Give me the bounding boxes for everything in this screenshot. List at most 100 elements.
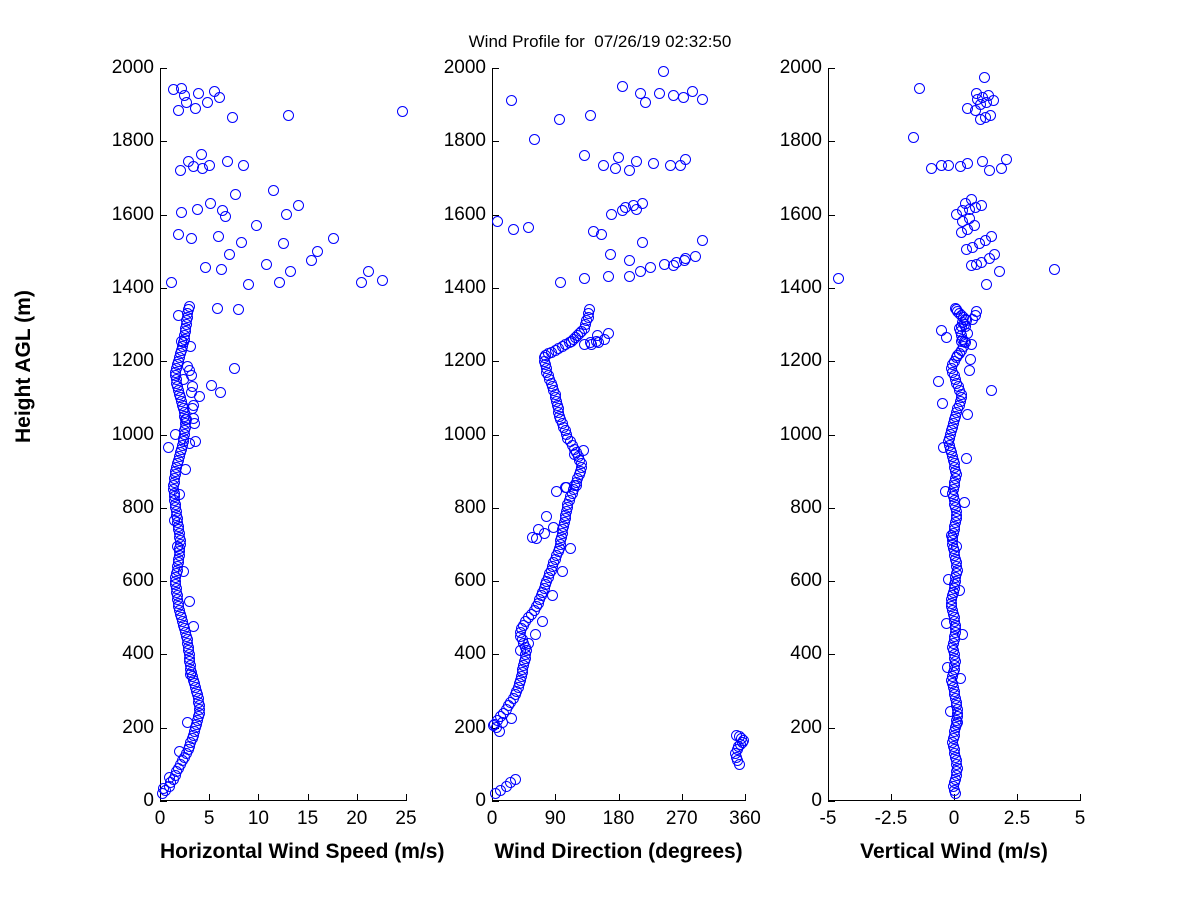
data-point-marker — [173, 104, 185, 116]
data-point-marker — [169, 515, 181, 527]
data-point-marker — [184, 595, 196, 607]
data-point-marker — [278, 238, 290, 250]
data-point-marker — [509, 773, 521, 785]
data-point-marker — [176, 82, 188, 94]
x-tick-mark — [406, 794, 407, 801]
y-tick-label: 1400 — [779, 276, 822, 298]
data-point-marker — [555, 276, 567, 288]
data-point-marker — [657, 66, 669, 78]
plot-area-wind-direction[interactable]: 0 200 400 600 800 1000 1200 1400 1600 1800 2000 — [444, 57, 750, 811]
data-point-marker — [530, 628, 542, 640]
data-point-marker — [962, 157, 974, 169]
data-point-marker — [579, 150, 591, 162]
panel-horizontal-wind-speed: 0 200 400 600 800 1000 1200 1400 1600 1800 2000 Ho… — [112, 57, 445, 863]
data-point-marker — [565, 542, 577, 554]
x-tick-mark — [681, 794, 683, 801]
data-point-marker — [584, 110, 596, 122]
data-point-marker — [945, 529, 957, 541]
data-point-marker — [937, 397, 949, 409]
data-point-marker — [986, 385, 998, 397]
data-point-marker — [233, 304, 245, 316]
y-tick-label: 1000 — [111, 423, 154, 445]
data-point-marker — [993, 265, 1005, 277]
x-tick-label: 15 — [297, 808, 319, 829]
y-tick-mark — [828, 287, 835, 289]
x-axis-line — [160, 800, 406, 801]
data-point-marker — [983, 165, 995, 177]
data-point-marker — [952, 716, 964, 728]
data-point-marker — [914, 82, 926, 94]
data-point-marker — [636, 198, 648, 210]
data-point-marker — [631, 155, 643, 167]
x-tick-label: 90 — [544, 808, 566, 829]
data-point-marker — [283, 110, 295, 122]
data-point-marker — [935, 324, 947, 336]
data-point-marker — [184, 364, 196, 376]
y-tick-mark — [828, 801, 835, 802]
data-point-marker — [579, 273, 591, 285]
x-tick-mark — [307, 794, 309, 801]
data-point-marker — [273, 276, 285, 288]
data-point-marker — [492, 216, 504, 228]
data-point-marker — [506, 95, 518, 107]
data-point-marker — [523, 221, 535, 233]
data-point-marker — [570, 480, 582, 492]
y-tick-mark — [492, 801, 499, 802]
data-point-marker — [182, 716, 194, 728]
y-tick-mark — [492, 141, 499, 143]
data-point-marker — [731, 729, 743, 741]
x-tick-mark — [1017, 794, 1018, 801]
data-point-marker — [191, 203, 203, 215]
y-tick-label: 800 — [122, 496, 154, 518]
data-point-marker — [185, 232, 197, 244]
x-tick-mark — [1080, 794, 1081, 801]
data-point-marker — [697, 93, 709, 105]
data-point-marker — [951, 540, 963, 552]
plot-area-horizontal-wind-speed[interactable]: 0 200 400 600 800 1000 1200 1400 1600 1800 2000 — [112, 57, 408, 811]
data-point-marker — [690, 251, 702, 263]
y-tick-label: 1200 — [111, 350, 154, 372]
panel-vertical-wind: 0 200 400 600 800 1000 1200 1400 1600 1800 2000 Ve… — [780, 57, 1086, 863]
y-tick-label: 1000 — [779, 423, 822, 445]
x-tick-label: 10 — [247, 808, 269, 829]
y-tick-label: 200 — [122, 716, 154, 738]
data-point-marker — [163, 441, 175, 453]
y-tick-mark — [828, 727, 835, 729]
data-point-marker — [285, 265, 297, 277]
data-point-marker — [982, 89, 994, 101]
data-point-marker — [201, 97, 213, 109]
y-tick-label: 2000 — [443, 57, 486, 78]
data-point-marker — [604, 249, 616, 261]
data-point-marker — [603, 271, 615, 283]
y-tick-mark — [160, 214, 167, 216]
data-point-marker — [971, 88, 983, 100]
panel-wind-direction: 0 200 400 600 800 1000 1200 1400 1600 1800 2000 Wi… — [444, 57, 761, 863]
data-point-marker — [1049, 264, 1061, 276]
y-tick-label: 1800 — [779, 130, 822, 152]
y-tick-label: 1600 — [443, 203, 486, 225]
data-point-marker — [236, 236, 248, 248]
data-point-marker — [653, 88, 665, 100]
x-tick-label: 25 — [395, 808, 417, 829]
x-tick-mark — [209, 794, 211, 801]
data-point-marker — [538, 527, 550, 539]
data-point-marker — [363, 265, 375, 277]
data-point-marker — [243, 278, 255, 290]
data-point-marker — [548, 522, 560, 534]
y-tick-label: 0 — [811, 790, 822, 811]
data-point-marker — [933, 375, 945, 387]
x-tick-label: 0 — [154, 808, 166, 829]
y-tick-label: 1600 — [779, 203, 822, 225]
data-point-marker — [185, 341, 196, 353]
data-point-marker — [185, 669, 196, 681]
data-point-marker — [962, 102, 974, 114]
data-point-marker — [964, 353, 976, 365]
data-point-marker — [971, 306, 983, 318]
data-point-marker — [187, 621, 199, 633]
data-point-marker — [639, 97, 651, 109]
plot-area-vertical-wind[interactable]: 0 200 400 600 800 1000 1200 1400 1600 1800 2000 — [780, 57, 1081, 811]
y-tick-label: 1200 — [779, 350, 822, 372]
data-point-marker — [327, 232, 339, 244]
data-point-marker — [181, 414, 193, 426]
